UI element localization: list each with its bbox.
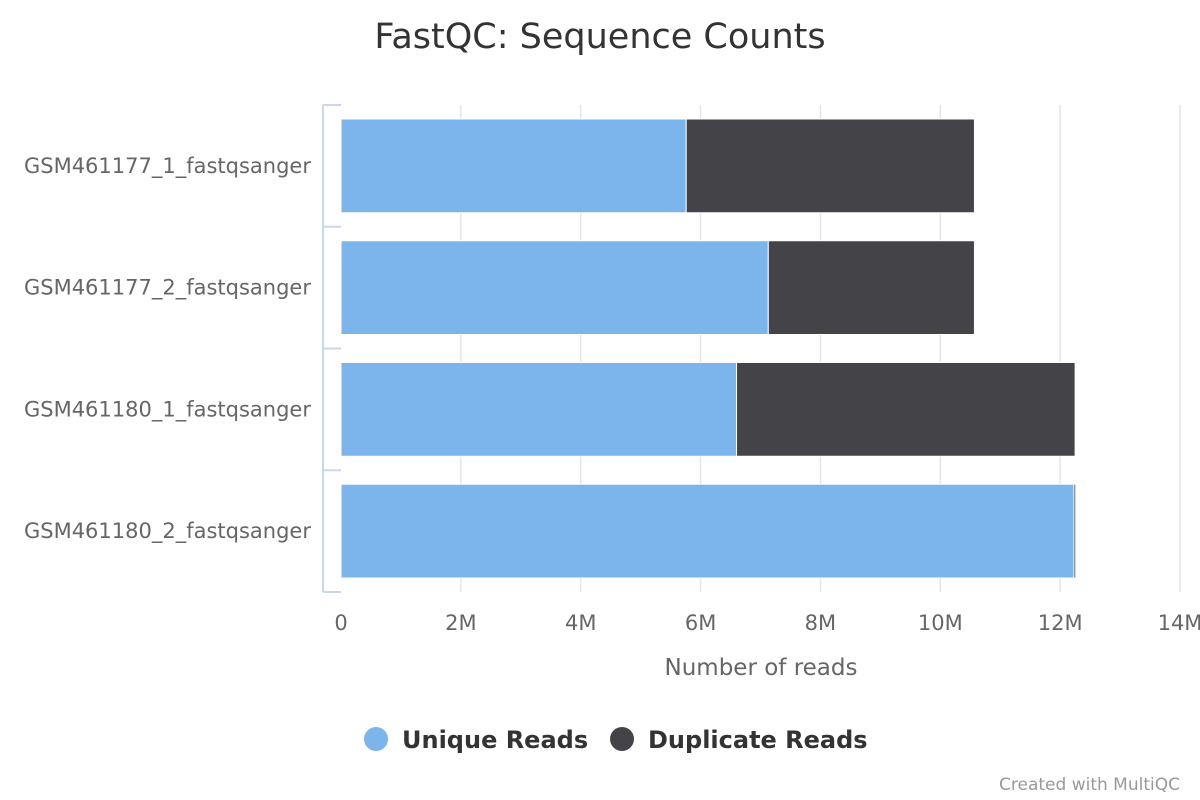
legend-marker-duplicate[interactable] <box>610 727 634 751</box>
category-label: GSM461177_2_fastqsanger <box>24 276 311 301</box>
credit-text[interactable]: Created with MultiQC <box>999 775 1180 795</box>
legend: Unique Reads Duplicate Reads <box>364 726 868 754</box>
x-tick-label: 8M <box>805 611 836 635</box>
bar-duplicate-3[interactable] <box>736 362 1076 457</box>
category-axis: GSM461177_1_fastqsanger GSM461177_2_fastq… <box>24 104 341 593</box>
legend-label-unique[interactable]: Unique Reads <box>402 726 588 754</box>
bars <box>340 118 1077 579</box>
legend-marker-unique[interactable] <box>364 727 388 751</box>
x-tick-label: 2M <box>445 611 476 635</box>
x-tick-label: 6M <box>685 611 716 635</box>
value-axis-ticks: 0 2M 4M 6M 8M 10M 12M 14M <box>334 611 1200 635</box>
chart-title: FastQC: Sequence Counts <box>374 17 825 57</box>
x-tick-label: 12M <box>1038 611 1083 635</box>
bar-duplicate-4[interactable] <box>1073 483 1077 579</box>
bar-unique-3[interactable] <box>340 362 738 457</box>
category-label: GSM461180_1_fastqsanger <box>24 397 311 422</box>
category-label: GSM461177_1_fastqsanger <box>24 154 311 179</box>
bar-duplicate-2[interactable] <box>767 240 975 335</box>
x-tick-label: 14M <box>1158 611 1200 635</box>
x-tick-label: 0 <box>334 611 347 635</box>
x-axis-title: Number of reads <box>665 655 858 681</box>
bar-unique-4[interactable] <box>340 483 1075 579</box>
bar-unique-2[interactable] <box>340 240 769 335</box>
x-tick-label: 4M <box>565 611 596 635</box>
bar-duplicate-1[interactable] <box>685 118 975 214</box>
x-tick-label: 10M <box>918 611 963 635</box>
bar-unique-1[interactable] <box>340 118 687 214</box>
category-label: GSM461180_2_fastqsanger <box>24 519 311 544</box>
legend-label-duplicate[interactable]: Duplicate Reads <box>648 726 868 754</box>
